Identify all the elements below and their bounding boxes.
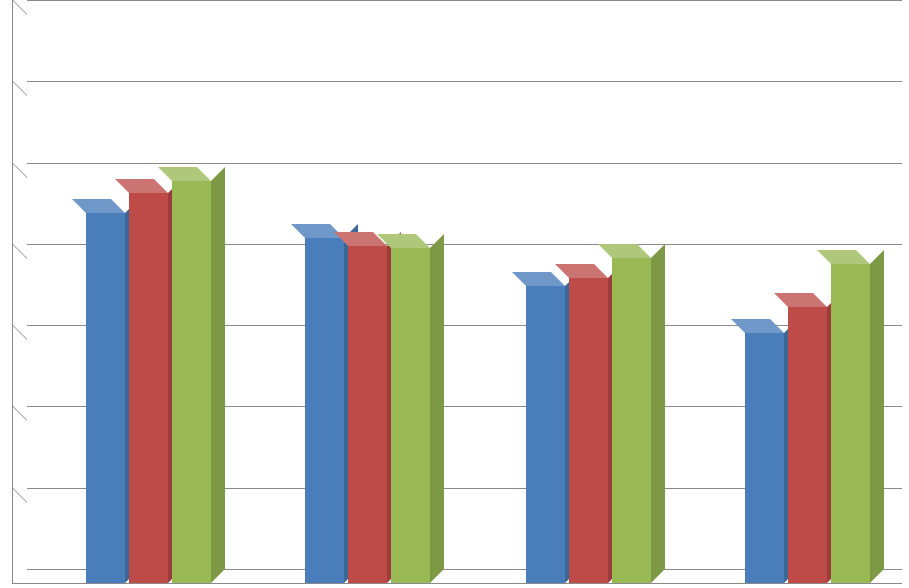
- bar-chart: [0, 0, 909, 588]
- bar-top: [731, 319, 784, 333]
- bar-group: [86, 0, 211, 583]
- bar-front: [305, 238, 344, 583]
- bar-front: [569, 278, 608, 583]
- bar-top: [512, 272, 565, 286]
- bar: [745, 333, 784, 583]
- bar-groups: [13, 0, 902, 583]
- bar-side: [430, 234, 444, 583]
- bar-top: [555, 264, 608, 278]
- bar: [172, 181, 211, 583]
- bar: [391, 248, 430, 583]
- bar-top: [291, 224, 344, 238]
- bar: [831, 264, 870, 583]
- bar-front: [348, 246, 387, 583]
- bar-front: [831, 264, 870, 583]
- bar-side: [651, 244, 665, 583]
- bar-front: [745, 333, 784, 583]
- bar: [612, 258, 651, 583]
- bar-front: [788, 307, 827, 583]
- bar: [569, 278, 608, 583]
- bar-top: [115, 179, 168, 193]
- bar-front: [612, 258, 651, 583]
- bar: [86, 213, 125, 583]
- bar: [788, 307, 827, 583]
- bar-top: [158, 167, 211, 181]
- bar-top: [598, 244, 651, 258]
- bar-front: [129, 193, 168, 583]
- bar-side: [211, 167, 225, 583]
- bar-top: [817, 250, 870, 264]
- bar-front: [391, 248, 430, 583]
- bar-front: [86, 213, 125, 583]
- bar: [129, 193, 168, 583]
- bar-top: [774, 293, 827, 307]
- bar-front: [526, 286, 565, 583]
- bar-group: [305, 0, 430, 583]
- bar-group: [745, 0, 870, 583]
- bar-side: [870, 250, 884, 583]
- bar-group: [526, 0, 651, 583]
- bar-front: [172, 181, 211, 583]
- plot-area: [12, 0, 902, 584]
- bar: [348, 246, 387, 583]
- bar-top: [72, 199, 125, 213]
- bar: [305, 238, 344, 583]
- bar: [526, 286, 565, 583]
